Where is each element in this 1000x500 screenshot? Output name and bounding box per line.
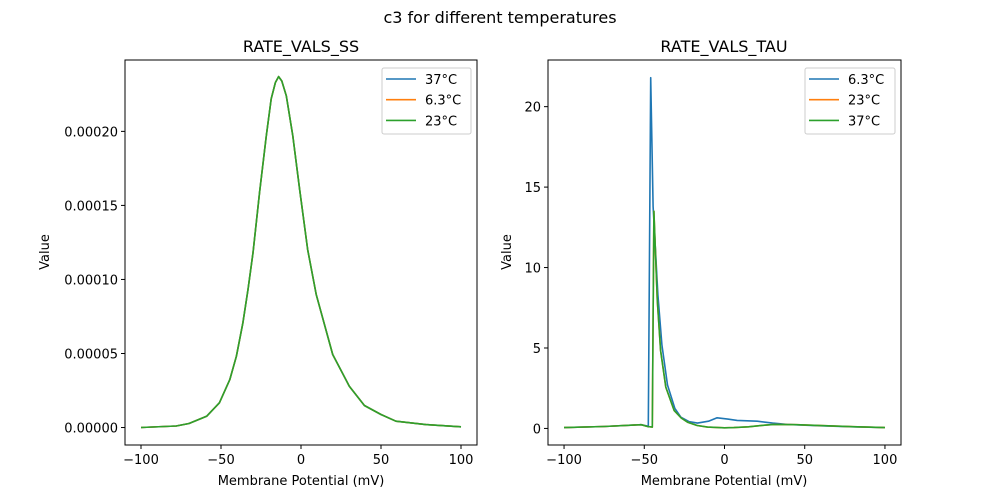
subplot-title: RATE_VALS_SS: [243, 37, 359, 57]
legend-box: [804, 67, 896, 135]
y-tick-label: 0.00015: [64, 199, 118, 214]
x-tick-label: −50: [631, 453, 658, 468]
legend-item: 23°C: [809, 94, 880, 109]
legend-item: 23°C: [386, 114, 457, 129]
series-line-23CC: [140, 75, 462, 429]
legend-label: 6.3°C: [425, 94, 461, 109]
y-tick-label: 20: [524, 101, 541, 116]
series-line-37CC: [563, 210, 886, 429]
legend: 6.3°C 23°C 37°C: [804, 67, 896, 135]
legend-label: 6.3°C: [848, 73, 884, 88]
y-tick-label: 0.00020: [64, 125, 118, 140]
x-tick-label: 50: [373, 453, 390, 468]
x-tick-label: −100: [546, 453, 582, 468]
y-tick-label: 0.00000: [64, 422, 118, 437]
x-tick-label: 100: [449, 453, 474, 468]
legend-label: 23°C: [425, 114, 457, 129]
x-tick-label: 0: [720, 453, 728, 468]
figure-suptitle: c3 for different temperatures: [383, 8, 616, 27]
x-axis-label: Membrane Potential (mV): [641, 474, 808, 489]
legend-item: 37°C: [809, 114, 880, 129]
y-tick-label: 0.00005: [64, 347, 118, 362]
subplot-title: RATE_VALS_TAU: [660, 37, 787, 57]
subplot-rate-vals-tau: RATE_VALS_TAU −100 −50 0 50 100 0 5 10 15 20 Memb…: [500, 37, 902, 489]
legend-item: 6.3°C: [386, 94, 461, 109]
y-axis-label: Value: [38, 234, 53, 270]
x-tick-label: 100: [873, 453, 898, 468]
series-group: [563, 76, 886, 429]
legend-item: 37°C: [386, 73, 457, 88]
y-tick-label: 10: [524, 262, 541, 277]
legend-label: 23°C: [848, 94, 880, 109]
y-tick-label: 5: [533, 342, 541, 357]
y-tick-label: 0.00010: [64, 273, 118, 288]
x-tick-label: −50: [207, 453, 234, 468]
legend-label: 37°C: [425, 73, 457, 88]
x-axis-label: Membrane Potential (mV): [218, 474, 385, 489]
legend-box: [381, 67, 472, 135]
x-tick-label: 0: [297, 453, 305, 468]
x-tick-label: −100: [123, 453, 159, 468]
y-tick-label: 15: [524, 181, 541, 196]
legend-item: 6.3°C: [809, 73, 884, 88]
tick-group: −100 −50 0 50 100 0.00000 0.00005 0.00010 0.0001…: [64, 125, 473, 468]
subplot-rate-vals-ss: RATE_VALS_SS −100 −50 0 50 100 0.00000 0.00005…: [38, 37, 478, 489]
series-group: [140, 75, 462, 429]
y-tick-label: 0: [533, 422, 541, 437]
axes-frame: [547, 59, 902, 446]
x-tick-label: 50: [796, 453, 813, 468]
tick-group: −100 −50 0 50 100 0 5 10 15 20: [524, 101, 897, 468]
legend: 37°C 6.3°C 23°C: [381, 67, 472, 135]
y-axis-label: Value: [500, 234, 515, 270]
axes-frame: [124, 59, 478, 446]
legend-label: 37°C: [848, 114, 880, 129]
